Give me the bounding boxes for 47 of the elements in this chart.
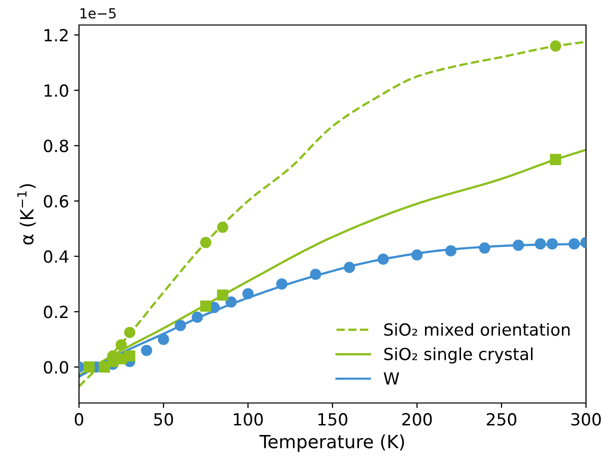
point <box>174 320 186 332</box>
x-tick-label: 250 <box>486 413 516 426</box>
point <box>217 222 228 233</box>
y-tick-label: 0.6 <box>44 194 68 208</box>
legend-label: SiO₂ mixed orientation <box>384 322 570 336</box>
point <box>242 288 254 300</box>
point <box>276 278 288 290</box>
point <box>568 238 580 250</box>
legend-label: SiO₂ single crystal <box>384 347 533 364</box>
point <box>124 350 136 362</box>
point <box>124 326 136 338</box>
point <box>158 334 170 345</box>
x-tick-label: 300 <box>571 413 601 426</box>
point <box>200 300 212 312</box>
point <box>512 240 524 251</box>
text: 1e−5 <box>80 8 116 19</box>
y-tick-label: 1.2 <box>44 28 68 42</box>
y-tick-label: 0.8 <box>44 140 68 152</box>
x-axis-title: Temperature (K) <box>259 434 404 452</box>
point <box>478 242 490 254</box>
point <box>200 236 212 248</box>
x-tick-label: 100 <box>234 413 263 426</box>
x-tick-label: 50 <box>154 413 173 426</box>
y-axis-title: α (K$^{−1}$) <box>17 184 36 245</box>
point <box>445 245 456 256</box>
y-tick-label: 0.2 <box>44 306 68 318</box>
point <box>116 339 127 350</box>
y-tick-label: 1.0 <box>44 84 68 97</box>
x-tick-label: 200 <box>402 413 432 426</box>
point <box>225 296 237 308</box>
point <box>140 344 152 356</box>
y-tick-label: 0.0 <box>44 360 68 374</box>
x-tick-label: 0 <box>74 413 84 426</box>
point <box>546 238 558 250</box>
legend-label: W <box>384 372 400 385</box>
point <box>344 262 356 274</box>
point <box>378 254 389 265</box>
point <box>192 312 203 323</box>
y-tick-label: 0.4 <box>44 250 68 263</box>
point <box>84 361 95 373</box>
point <box>550 40 562 52</box>
point <box>534 238 546 250</box>
point <box>310 268 322 280</box>
point <box>217 289 228 301</box>
point <box>550 154 562 166</box>
point <box>411 249 423 261</box>
x-tick-label: 150 <box>318 413 348 426</box>
